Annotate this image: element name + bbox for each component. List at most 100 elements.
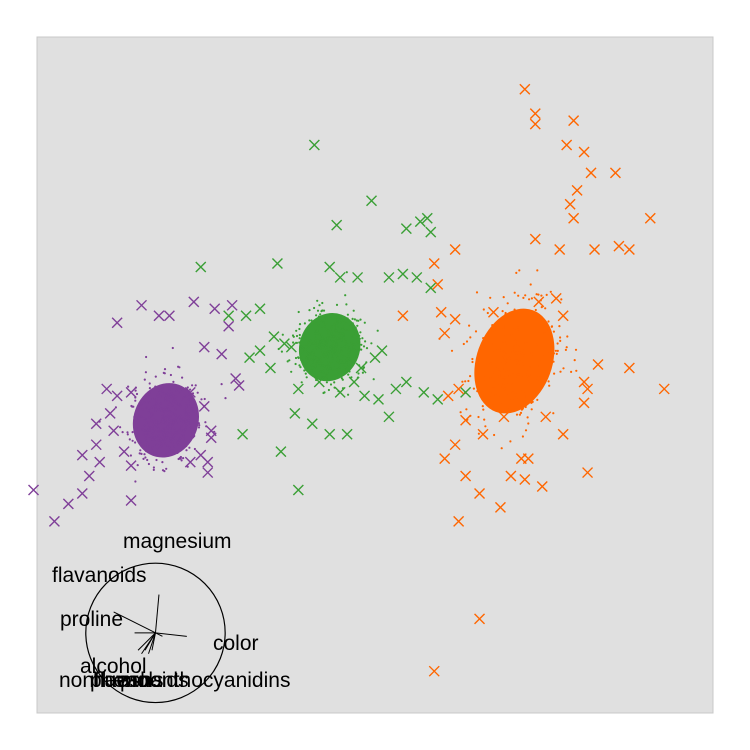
cloud-point: [168, 396, 171, 399]
cloud-point: [499, 353, 502, 356]
cloud-point: [180, 388, 183, 391]
outlier-point: [425, 282, 437, 294]
biplot-arrow-flavanoids: [113, 611, 156, 634]
cloud-point: [154, 408, 158, 411]
outlier-point: [240, 310, 252, 322]
cloud-point: [502, 327, 505, 330]
outlier-point: [195, 261, 207, 273]
outlier-point: [397, 310, 409, 322]
cloud-point: [515, 353, 518, 356]
cloud-point: [314, 344, 317, 347]
cloud-point: [527, 377, 530, 380]
cloud-point: [475, 291, 479, 294]
outlier-point: [550, 292, 562, 304]
biplot-label-hue: hue: [93, 669, 128, 692]
outlier-point: [400, 223, 412, 235]
cloud-point: [166, 444, 169, 447]
cloud-point: [508, 341, 512, 344]
cloud-point: [147, 426, 150, 429]
cloud-point: [316, 309, 320, 312]
cloud-point: [498, 350, 501, 353]
cloud-point: [169, 415, 172, 418]
cloud-point: [168, 410, 172, 413]
cloud-point: [540, 363, 544, 366]
cloud-point: [168, 418, 171, 421]
cloud-point: [161, 428, 164, 431]
cloud-point: [540, 342, 543, 345]
cloud-point: [559, 336, 562, 339]
cloud-point: [166, 392, 169, 395]
outlier-point: [254, 303, 266, 315]
cloud-point: [349, 363, 353, 366]
cloud-point: [177, 365, 180, 368]
cloud-point: [514, 342, 517, 345]
outlier-point: [432, 393, 444, 405]
cloud-point: [511, 391, 514, 394]
cloud-point: [339, 332, 342, 335]
cloud-point: [478, 381, 481, 384]
outlier-point: [623, 362, 635, 374]
cloud-point: [164, 399, 167, 402]
cloud-point: [169, 431, 172, 434]
cloud-point: [180, 398, 183, 401]
cloud-point: [164, 411, 167, 414]
cloud-point: [280, 350, 283, 353]
cloud-point: [313, 357, 316, 360]
cloud-point: [157, 408, 160, 411]
cloud-point: [524, 331, 527, 334]
cloud-point: [191, 396, 194, 399]
cloud-point: [483, 360, 486, 363]
cloud-point: [509, 376, 512, 379]
outlier-point: [460, 470, 472, 482]
cloud-point: [163, 368, 167, 371]
cloud-point: [533, 335, 536, 338]
cloud-point: [523, 327, 527, 330]
cloud-point: [148, 382, 151, 385]
cloud-point: [516, 324, 519, 327]
cloud-point: [190, 409, 193, 412]
outlier-point: [582, 467, 594, 479]
cloud-point: [317, 315, 320, 318]
cloud-point: [140, 440, 143, 443]
cloud-point: [181, 376, 184, 379]
cloud-point: [491, 349, 494, 352]
cloud-point: [327, 335, 331, 338]
cloud-point: [506, 356, 509, 359]
cloud-point: [472, 387, 475, 390]
cloud-point: [152, 466, 155, 469]
cloud-point: [150, 413, 153, 416]
cloud-point: [334, 318, 337, 321]
cloud-point: [323, 391, 326, 394]
cloud-point: [163, 414, 166, 417]
cloud-point: [190, 407, 193, 410]
cloud-point: [477, 367, 480, 371]
cloud-point: [325, 343, 328, 347]
cloud-point: [506, 302, 509, 305]
cloud-point: [163, 392, 166, 395]
outlier-point: [439, 327, 451, 339]
cloud-point: [340, 334, 343, 337]
cloud-point: [148, 445, 151, 448]
cloud-point: [519, 370, 522, 374]
cloud-point: [347, 373, 350, 376]
cloud-point: [346, 313, 349, 316]
cloud-point: [184, 402, 188, 405]
cloud-point: [171, 346, 174, 350]
cloud-point: [347, 357, 350, 360]
cloud-point: [164, 427, 167, 430]
cloud-point: [494, 375, 497, 378]
cloud-point: [513, 291, 516, 294]
cloud-point: [522, 296, 525, 299]
cloud-point: [314, 362, 317, 365]
cloud-point: [315, 358, 319, 361]
cloud-point: [191, 384, 194, 387]
cloud-point: [501, 406, 504, 409]
cloud-point: [556, 342, 559, 345]
cloud-point: [336, 356, 339, 359]
cloud-point: [159, 445, 162, 448]
cloud-point: [483, 372, 487, 375]
cloud-point: [481, 384, 484, 387]
cloud-point: [164, 437, 167, 441]
cloud-point: [342, 319, 345, 322]
